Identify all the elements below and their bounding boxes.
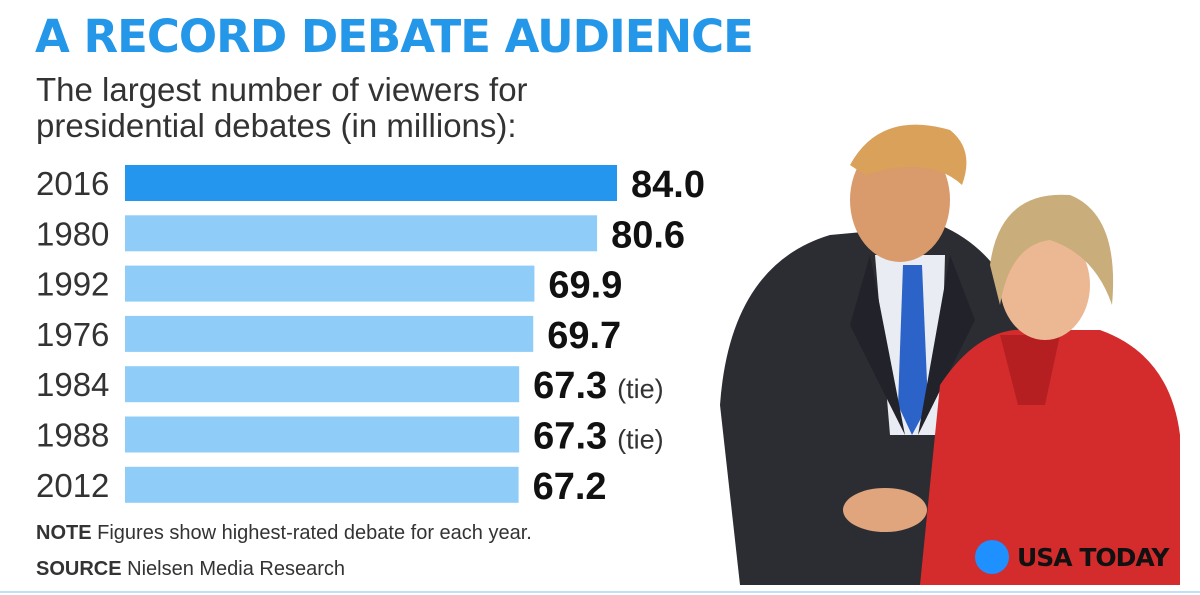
value-label: 69.7 [547,315,621,357]
bar [125,215,598,252]
chart-subtitle: The largest number of viewers for presid… [36,71,528,144]
bar [125,366,520,403]
source-text: Nielsen Media Research [127,558,346,580]
bar [125,265,535,302]
note-label: NOTE [36,522,92,544]
bar [125,416,520,453]
chart-title: A RECORD DEBATE AUDIENCE [35,10,754,63]
man-tie [898,265,928,435]
bar [125,466,519,503]
bar [125,315,534,352]
year-label: 1976 [36,316,109,353]
year-label: 1988 [36,417,109,454]
bottom-divider [0,591,1200,593]
value-label: 67.2 [533,466,607,508]
usa-today-logo: USA TODAY [975,540,1169,574]
logo-text: USA TODAY [1017,542,1169,572]
note-line: NOTE Figures show highest-rated debate f… [36,522,532,545]
value-label: 80.6 [611,214,685,256]
value-label: 84.0 [631,164,705,206]
tie-annotation: (tie) [617,374,664,404]
tie-annotation: (tie) [617,425,664,455]
value-label: 67.3 (tie) [533,416,663,458]
woman-hair [990,194,1114,305]
year-label: 1992 [36,266,109,303]
handshake [843,488,927,532]
year-label: 1980 [36,215,109,252]
note-text: Figures show highest-rated debate for ea… [97,522,532,544]
source-label: SOURCE [36,558,122,580]
woman-jacket [920,329,1180,585]
year-label: 2016 [36,165,109,202]
man-hair [850,124,967,185]
year-label: 1984 [36,366,109,403]
year-label: 2012 [36,467,109,504]
value-label: 67.3 (tie) [533,365,663,407]
woman-face [1000,230,1090,340]
source-line: SOURCE Nielsen Media Research [36,558,345,581]
candidates-photo [720,124,1180,585]
value-label: 69.9 [548,265,622,307]
bar [125,165,617,201]
bar-chart: 2016 84.0 1980 80.6 1992 69.9 1976 69.7 1984 67.3… [36,164,705,508]
logo-dot-icon [975,540,1009,574]
